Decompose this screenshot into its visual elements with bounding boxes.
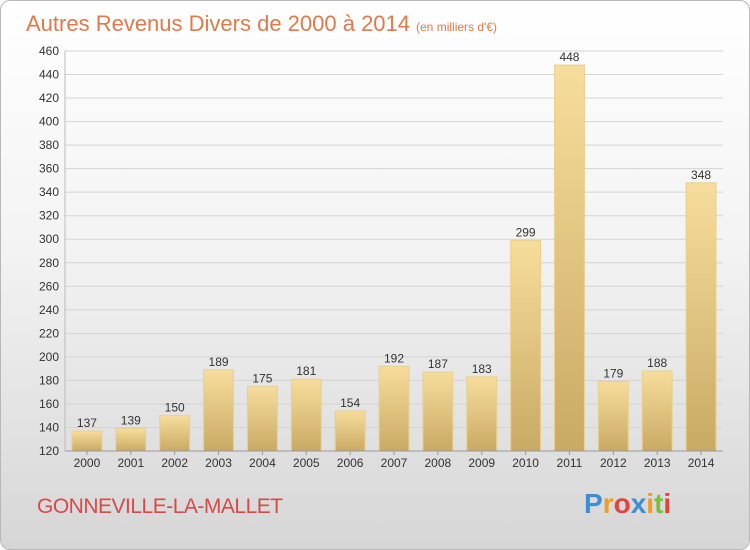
data-label: 175: [252, 371, 272, 385]
bar-2000[interactable]: [71, 430, 103, 452]
bar-2010[interactable]: [510, 239, 542, 452]
x-tick-label: 2013: [644, 456, 671, 470]
y-tick-label: 440: [39, 68, 59, 82]
data-label: 187: [428, 357, 448, 371]
data-label: 154: [340, 396, 360, 410]
bar-2008[interactable]: [422, 371, 454, 452]
data-label: 448: [559, 50, 579, 64]
x-tick-label: 2008: [425, 456, 452, 470]
y-tick-label: 300: [39, 232, 59, 246]
x-tick-label: 2002: [161, 456, 188, 470]
x-tick-label: 2007: [381, 456, 408, 470]
y-tick-label: 460: [39, 44, 59, 58]
y-tick-label: 280: [39, 256, 59, 270]
data-label: 150: [165, 401, 185, 415]
bar-2007[interactable]: [378, 365, 410, 452]
logo-letter: o: [613, 488, 631, 519]
data-label: 183: [472, 362, 492, 376]
bar-2006[interactable]: [334, 410, 366, 452]
chart-subtitle: (en milliers d'€): [416, 20, 497, 34]
bar-2013[interactable]: [641, 370, 673, 452]
y-tick-label: 240: [39, 303, 59, 317]
y-tick-label: 260: [39, 279, 59, 293]
data-label: 299: [516, 225, 536, 239]
y-tick-label: 140: [39, 420, 59, 434]
bar-2009[interactable]: [466, 376, 498, 452]
x-tick-label: 2005: [293, 456, 320, 470]
bars: 137 139 150 189 175 181 154 192 187 183 299 448 179 1…: [71, 50, 717, 452]
x-tick-label: 2009: [468, 456, 495, 470]
bar-2001[interactable]: [115, 428, 147, 452]
x-tick-label: 2012: [600, 456, 627, 470]
logo-letter: P: [584, 488, 603, 519]
data-label: 189: [209, 355, 229, 369]
y-tick-label: 400: [39, 115, 59, 129]
data-label: 179: [603, 367, 623, 381]
logo-letter: x: [630, 488, 647, 519]
y-tick-label: 360: [39, 162, 59, 176]
bar-2003[interactable]: [203, 369, 234, 452]
y-tick-label: 220: [39, 326, 59, 340]
y-tick-label: 380: [39, 138, 59, 152]
y-tick-label: 420: [39, 91, 59, 105]
logo-letter: i: [663, 488, 672, 519]
x-tick-label: 2011: [557, 456, 583, 470]
chart-title: Autres Revenus Divers de 2000 à 2014 (en …: [26, 11, 497, 37]
x-tick-label: 2006: [337, 456, 364, 470]
logo-letter: i: [646, 488, 655, 519]
data-label: 139: [121, 414, 141, 428]
x-tick-label: 2001: [117, 456, 144, 470]
bar-2004[interactable]: [246, 385, 278, 452]
y-tick-label: 180: [39, 373, 59, 387]
data-label: 188: [647, 356, 667, 370]
data-label: 192: [384, 351, 404, 365]
logo-letter: r: [602, 488, 614, 519]
data-label: 348: [691, 168, 711, 182]
x-axis: 2000 2001 2002 2003 2004 2005 2006 2007 2008 2009…: [65, 450, 723, 470]
data-label: 181: [296, 364, 316, 378]
bar-2002[interactable]: [159, 415, 191, 452]
y-tick-label: 160: [39, 397, 59, 411]
x-tick-label: 2003: [205, 456, 232, 470]
data-label: 137: [77, 416, 97, 430]
bar-2014[interactable]: [685, 182, 717, 452]
x-tick-label: 2004: [249, 456, 276, 470]
y-tick-label: 200: [39, 350, 59, 364]
logo-letter: t: [654, 488, 664, 519]
commune-name: GONNEVILLE-LA-MALLET: [37, 495, 283, 518]
x-tick-label: 2014: [688, 456, 715, 470]
x-tick-label: 2000: [74, 456, 101, 470]
y-tick-label: 320: [39, 209, 59, 223]
y-axis: 120 140 160 180 200 220 240 260 280 300 320 340 360 3…: [39, 44, 66, 458]
y-tick-label: 120: [39, 444, 59, 458]
bar-2012[interactable]: [597, 381, 629, 452]
y-tick-label: 340: [39, 185, 59, 199]
chart-title-text: Autres Revenus Divers de 2000 à 2014: [26, 11, 411, 36]
bar-2005[interactable]: [290, 378, 322, 452]
x-tick-label: 2010: [512, 456, 539, 470]
bar-2011[interactable]: [554, 64, 585, 452]
proxiti-logo[interactable]: Proxiti: [584, 488, 671, 520]
